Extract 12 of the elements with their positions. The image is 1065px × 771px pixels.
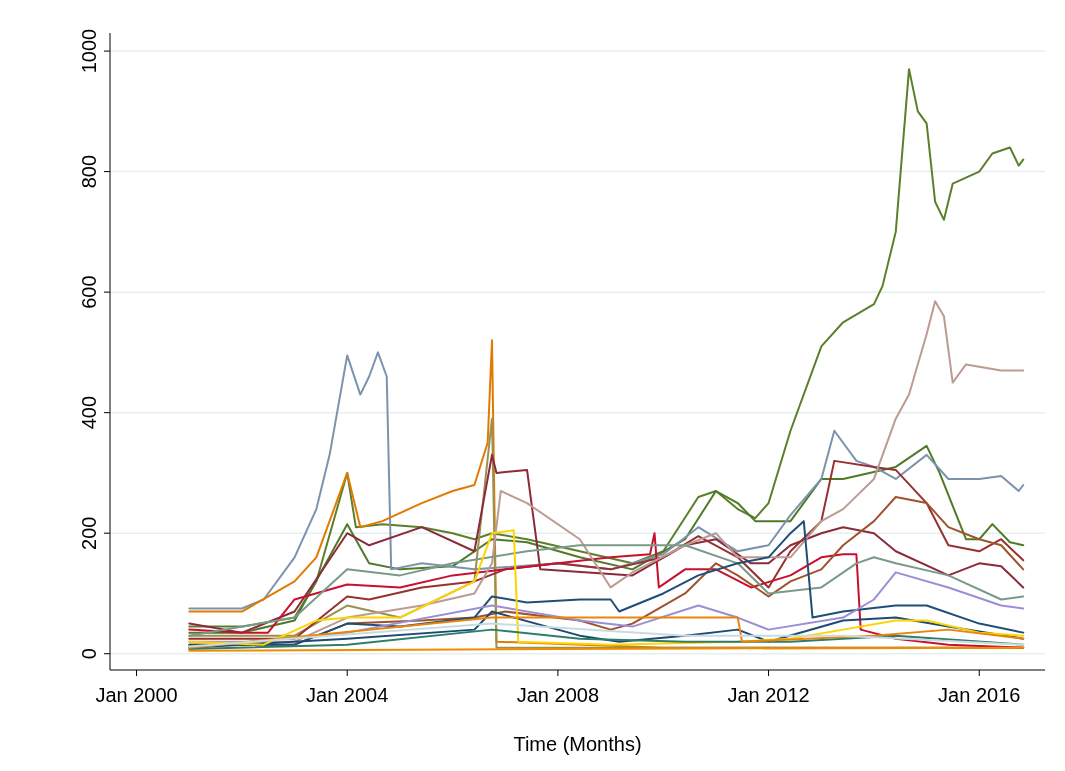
y-tick-label: 600	[78, 275, 100, 309]
y-tick-label: 0	[78, 648, 100, 660]
x-tick-label: Jan 2012	[727, 684, 810, 706]
y-tick-label: 800	[78, 154, 100, 189]
y-tick-label: 1000	[78, 28, 100, 74]
x-tick-label: Jan 2000	[95, 684, 178, 706]
x-tick-label: Jan 2008	[516, 684, 600, 706]
y-tick-label: 400	[78, 395, 100, 430]
x-tick-label: Jan 2004	[306, 684, 389, 706]
x-axis-title: Time (Months)	[513, 733, 642, 755]
x-tick-label: Jan 2016	[938, 684, 1021, 706]
y-tick-label: 200	[78, 516, 100, 550]
